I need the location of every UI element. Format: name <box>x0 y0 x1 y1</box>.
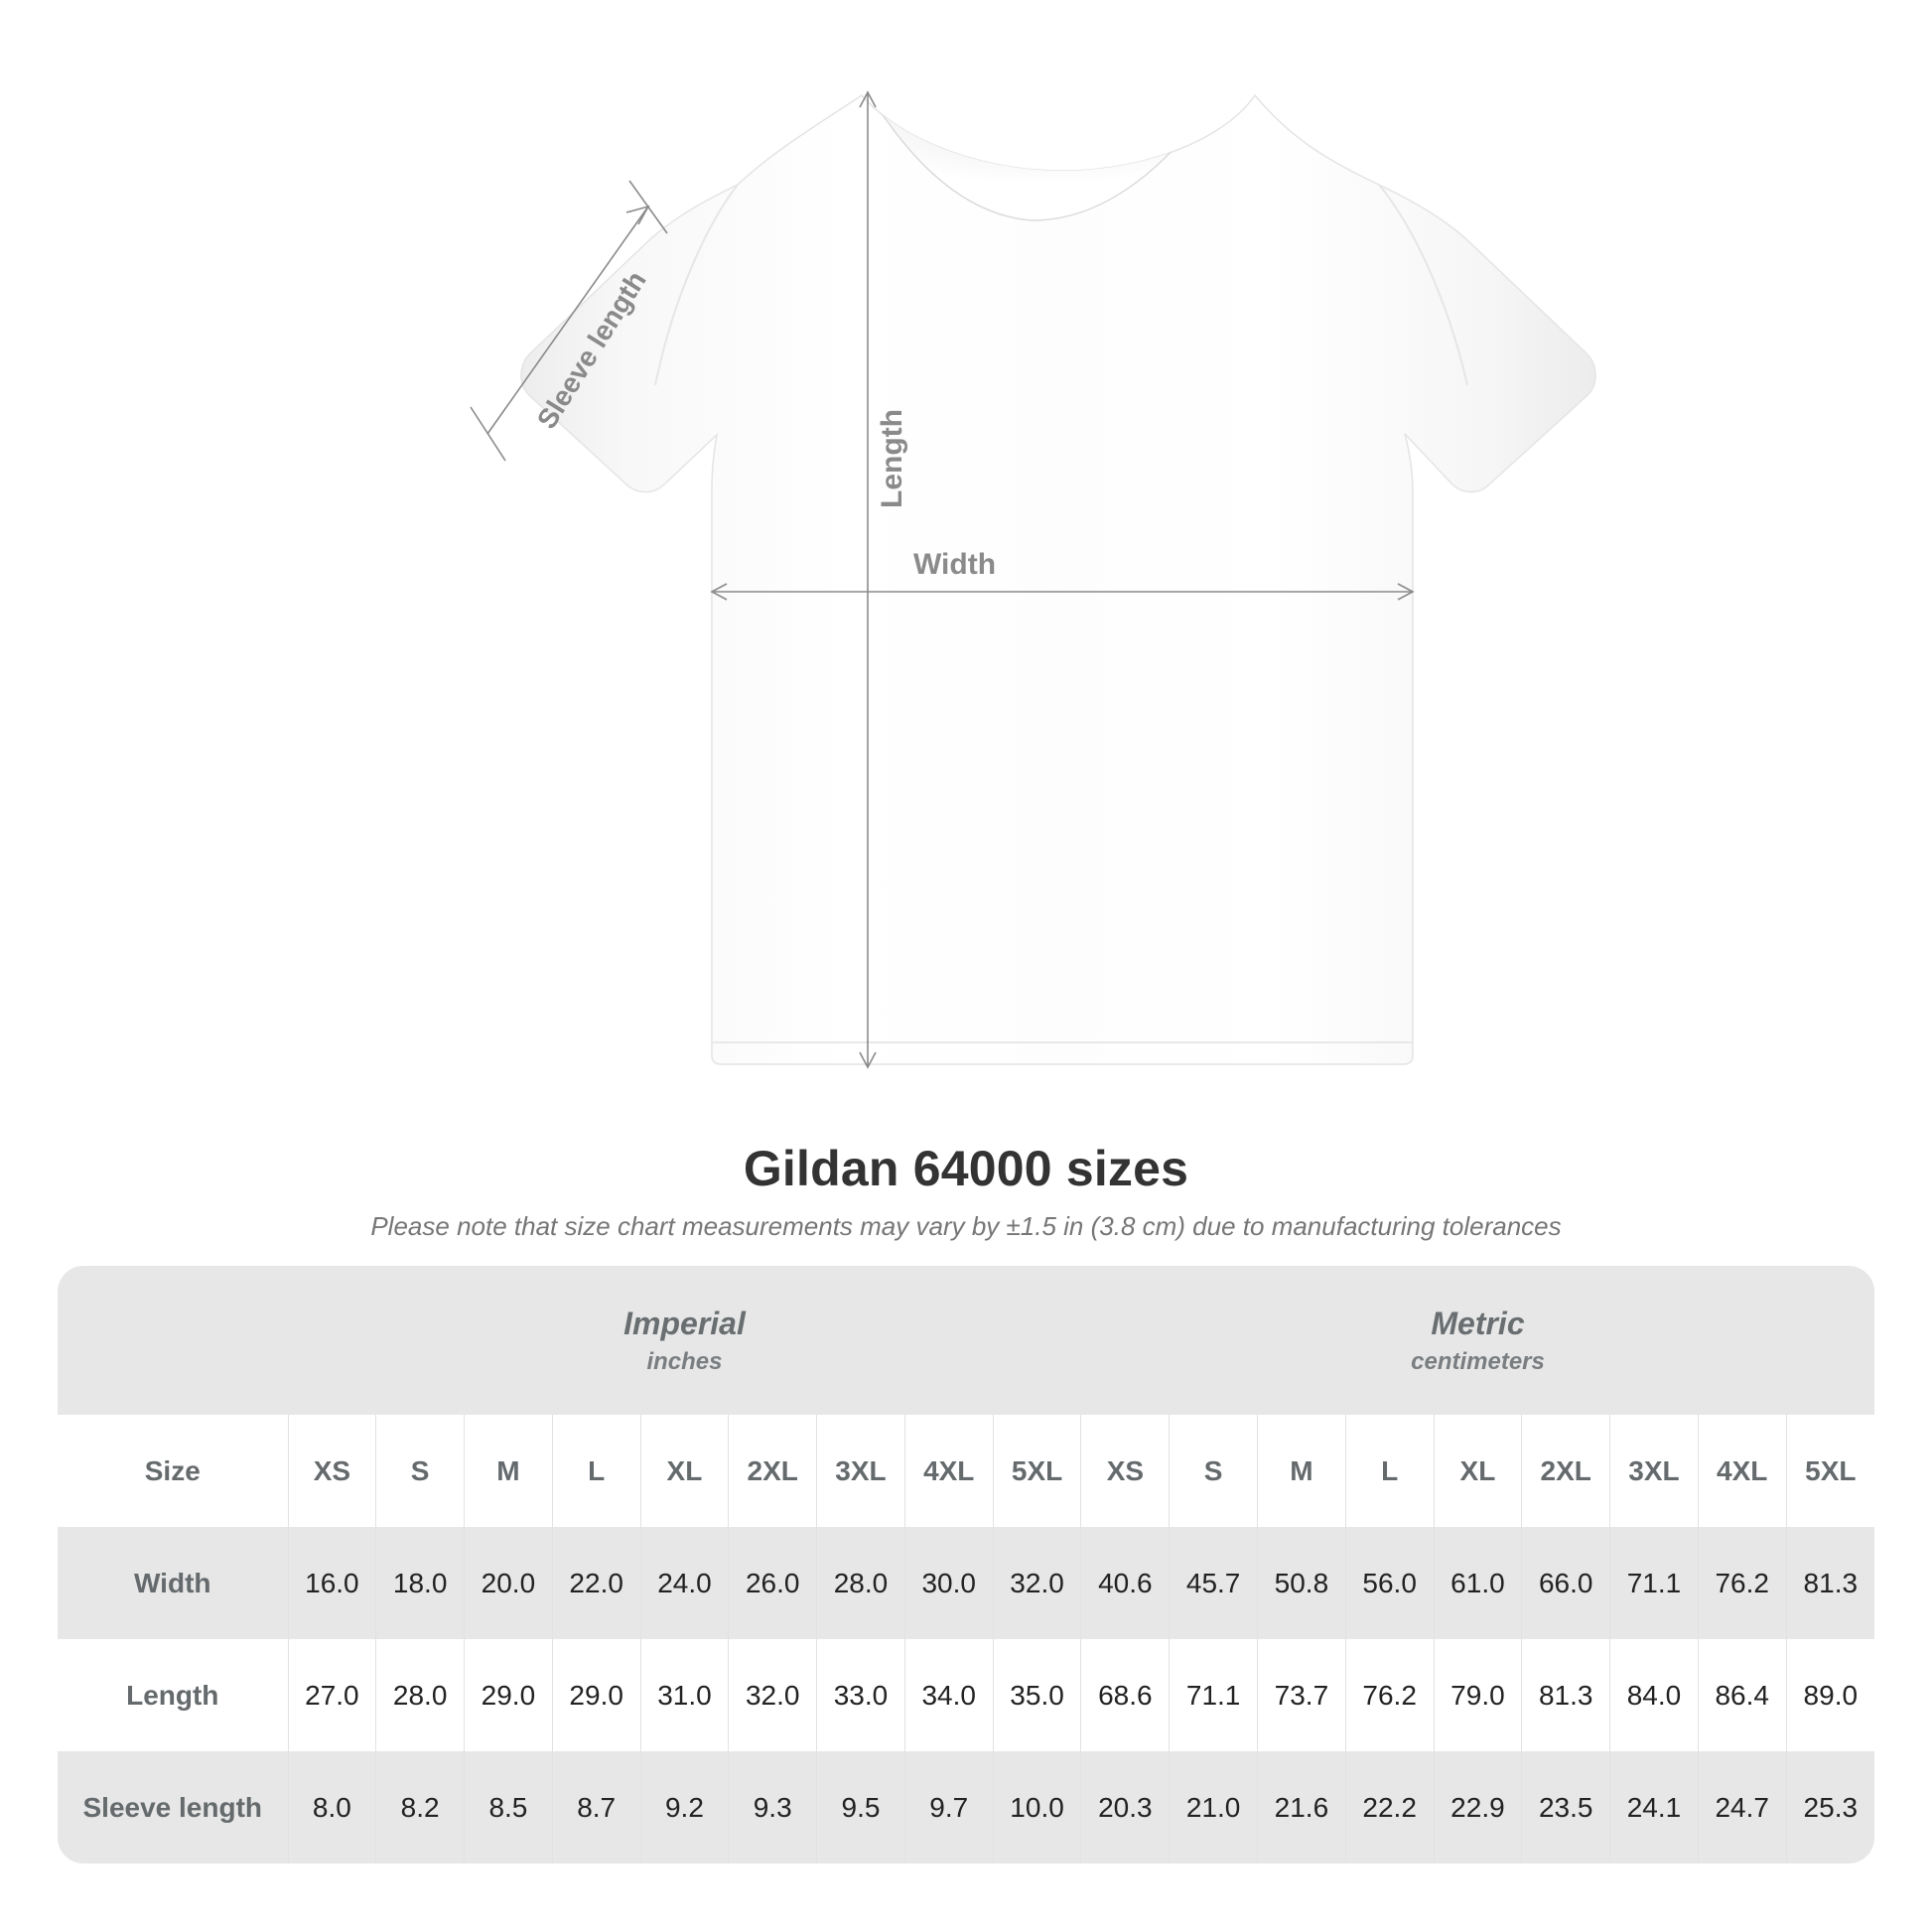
svg-text:Width: Width <box>913 548 996 581</box>
svg-text:Length: Length <box>876 409 908 508</box>
